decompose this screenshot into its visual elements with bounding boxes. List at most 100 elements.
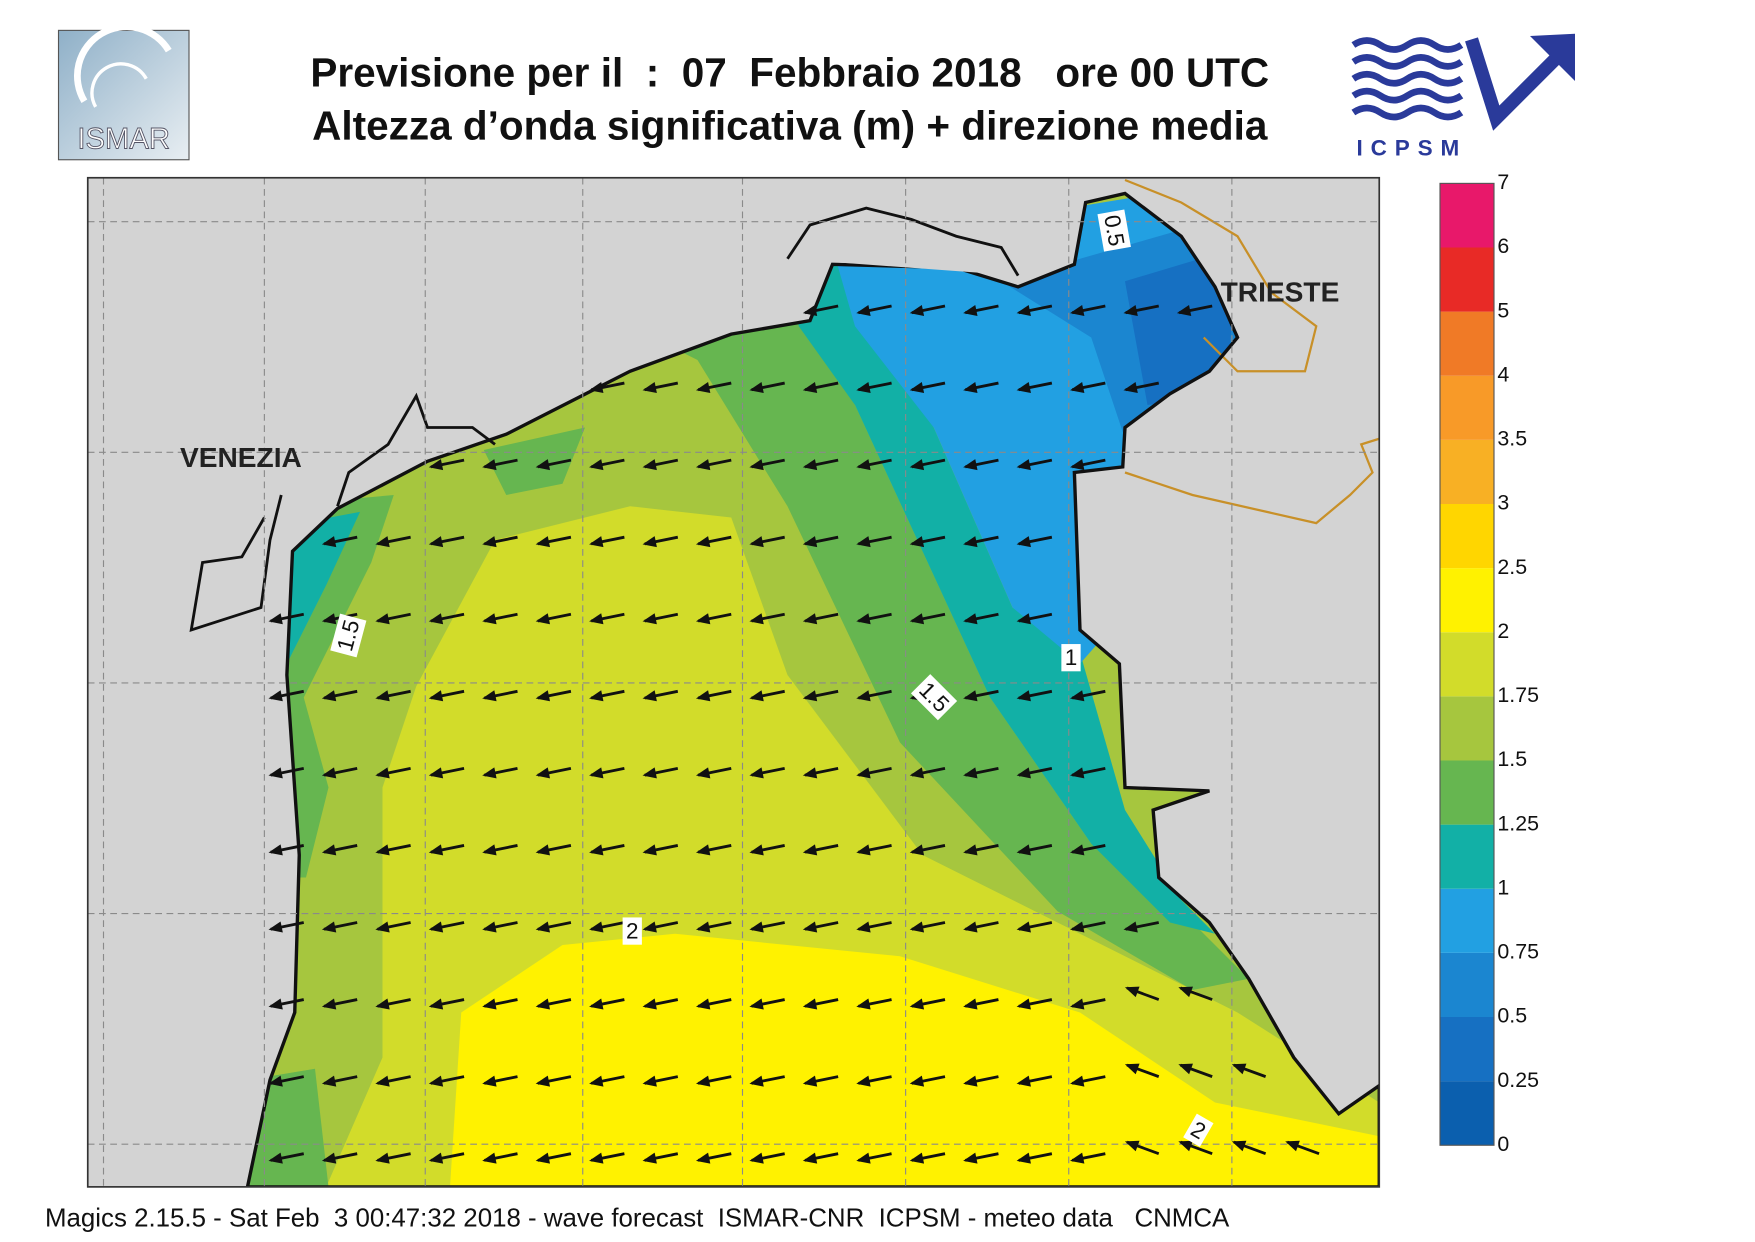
arrow-head (482, 536, 497, 548)
arrow-head (1178, 1063, 1193, 1075)
arrow-head (1176, 304, 1192, 316)
arrow-head (749, 998, 764, 1010)
arrow-head (802, 690, 818, 702)
arrow-head (375, 767, 390, 779)
wave-arrow (695, 1075, 732, 1087)
contour-label: 0.5 (1097, 209, 1131, 252)
arrow-head (642, 1152, 657, 1164)
wave-arrow (856, 381, 892, 394)
arrow-head (749, 767, 764, 779)
wave-arrow (802, 535, 839, 548)
arrow-head (963, 921, 978, 933)
arrow-head (642, 844, 657, 856)
wave-arrow (642, 921, 679, 933)
arrow-head (321, 844, 337, 856)
arrow-head (589, 690, 604, 702)
wave-arrow (1070, 766, 1106, 779)
wave-arrow (589, 844, 625, 856)
wave-arrow (428, 998, 465, 1010)
colorbar-swatch (1440, 696, 1494, 761)
colorbar-label: 7 (1497, 170, 1509, 194)
wave-arrow (749, 766, 785, 779)
arrow-head (963, 613, 978, 625)
arrow-head (856, 844, 871, 856)
arrow-head (1123, 304, 1138, 316)
arrow-head (589, 767, 604, 779)
wave-arrow (268, 921, 305, 933)
arrow-head (642, 613, 657, 625)
wave-arrow (695, 458, 732, 471)
wave-arrow (642, 766, 679, 779)
arrow-head (589, 1152, 604, 1164)
arrow-head (1016, 690, 1031, 702)
contour-label-text: 2 (626, 919, 639, 944)
wave-arrow (909, 1152, 946, 1164)
arrow-head (321, 921, 337, 933)
colorbar-label: 4 (1497, 362, 1509, 386)
arrow-head (535, 1152, 551, 1164)
arrow-head (535, 921, 551, 933)
wave-arrow (535, 844, 572, 856)
wave-arrow (856, 844, 892, 856)
wave-arrow (749, 921, 785, 933)
arrow-head (268, 844, 283, 856)
contour-label: 1 (1061, 644, 1081, 672)
arrow-head (268, 1152, 283, 1164)
arrow-head (909, 998, 925, 1010)
colorbar-swatch (1440, 247, 1494, 312)
city-label: TRIESTE (1221, 277, 1340, 308)
wave-arrow (856, 921, 892, 933)
arrow-head (589, 844, 604, 856)
wave-arrow (909, 1075, 946, 1087)
wave-arrow (535, 535, 572, 548)
arrow-head (589, 921, 604, 933)
wave-arrow (428, 458, 465, 471)
wave-arrow (1124, 1063, 1160, 1078)
wave-arrow (642, 844, 679, 856)
arrow-head (963, 844, 978, 856)
wave-arrow (375, 844, 411, 856)
arrow-head (695, 459, 711, 471)
arrow-head (695, 921, 711, 933)
wave-arrow (802, 1152, 839, 1164)
arrow-head (802, 459, 818, 471)
wave-arrow (963, 1152, 999, 1164)
arrow-head (268, 998, 283, 1010)
arrow-head (802, 998, 818, 1010)
arrow-head (535, 767, 551, 779)
wave-arrow (749, 998, 785, 1010)
arrow-head (963, 1075, 978, 1087)
wave-arrow (1070, 304, 1106, 316)
wave-arrow (695, 766, 732, 779)
arrow-head (1016, 767, 1031, 779)
contour-label-bg (1061, 644, 1081, 672)
arrow-head (535, 844, 551, 856)
arrow-head (909, 1152, 925, 1164)
contour-label-text: 1 (1065, 645, 1078, 670)
arrow-head (321, 767, 337, 779)
arrow-head (909, 382, 925, 394)
arrow-head (375, 1152, 390, 1164)
colorbar-swatch (1440, 760, 1494, 825)
colorbar-label: 0.5 (1497, 1004, 1527, 1028)
arrow-head (1070, 1152, 1085, 1164)
arrow-head (535, 459, 551, 471)
arrow-head (749, 844, 764, 856)
wave-arrow (482, 844, 518, 856)
arrow-head (695, 767, 711, 779)
contour-label: 2 (1183, 1113, 1214, 1147)
wave-arrow (856, 766, 892, 779)
arrow-head (856, 1152, 871, 1164)
arrow-head (535, 690, 551, 702)
arrow-head (375, 536, 390, 548)
colorbar-label: 2 (1497, 619, 1509, 643)
wave-arrow (375, 921, 411, 933)
colorbar-swatch (1440, 632, 1494, 697)
colorbar-swatch (1440, 1017, 1494, 1082)
contour-label-bg (622, 917, 642, 945)
arrow-head (1178, 986, 1193, 998)
colorbar-swatch (1440, 1081, 1494, 1146)
arrow-head (1123, 382, 1138, 394)
wave-arrow (695, 844, 732, 856)
colorbar-swatch (1440, 504, 1494, 569)
